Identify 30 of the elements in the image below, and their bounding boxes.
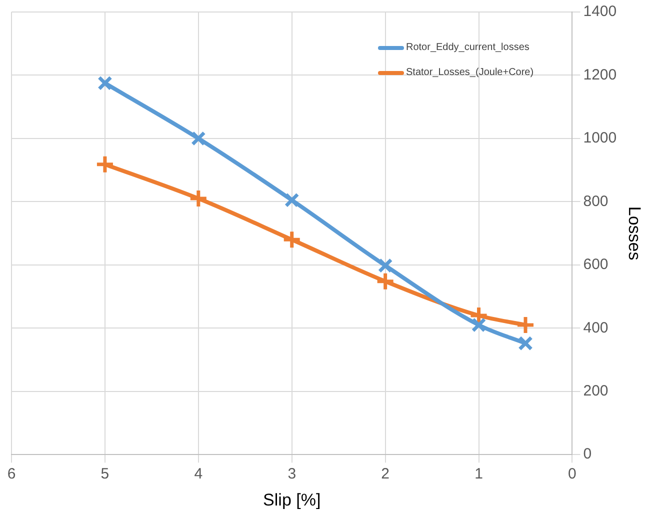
y-tick-label: 0: [583, 446, 592, 463]
y-tick-label: 1000: [583, 130, 617, 147]
legend-label: Stator_Losses_(Joule+Core): [406, 67, 534, 78]
point: [282, 230, 302, 250]
point: [518, 336, 533, 351]
point: [191, 131, 206, 146]
y-tick-label: 400: [583, 319, 608, 336]
y-axis-title: Losses: [625, 206, 644, 260]
x-tick-label: 4: [194, 466, 203, 483]
x-tick-label: 2: [381, 466, 390, 483]
point: [376, 272, 396, 292]
y-tick-label: 200: [583, 382, 608, 400]
x-tick-label: 1: [474, 466, 483, 483]
point: [284, 192, 300, 208]
point: [471, 318, 486, 332]
point: [98, 76, 112, 91]
point: [188, 188, 208, 208]
x-tick-label: 6: [7, 466, 16, 483]
x-tick-label: 0: [568, 466, 576, 483]
legend-label: Rotor_Eddy_current_losses: [406, 42, 530, 53]
y-tick-label: 600: [583, 256, 608, 274]
point: [516, 315, 536, 335]
point: [95, 154, 115, 174]
x-tick-label: 5: [100, 466, 110, 483]
y-tick-label: 800: [583, 192, 608, 210]
y-tick-label: 1400: [583, 3, 617, 20]
x-tick-label: 3: [288, 466, 296, 483]
x-axis-title: Slip [%]: [263, 490, 321, 510]
point: [378, 258, 393, 273]
y-tick-label: 1200: [583, 66, 617, 84]
